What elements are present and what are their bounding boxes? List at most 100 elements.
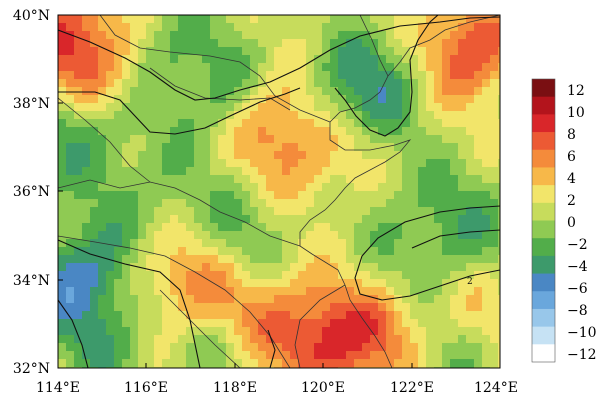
field-cell	[146, 255, 155, 264]
field-cell	[466, 151, 475, 160]
field-cell	[162, 135, 171, 144]
field-cell	[314, 215, 323, 224]
field-cell	[138, 103, 147, 112]
field-cell	[322, 255, 331, 264]
field-cell	[306, 335, 315, 344]
field-cell	[130, 127, 139, 136]
field-cell	[82, 39, 91, 48]
field-cell	[458, 207, 467, 216]
field-cell	[74, 135, 83, 144]
field-cell	[170, 143, 179, 152]
field-cell	[354, 303, 363, 312]
field-cell	[378, 79, 387, 88]
field-cell	[474, 215, 483, 224]
field-cell	[274, 215, 283, 224]
field-cell	[322, 359, 331, 368]
field-cell	[98, 63, 107, 72]
field-cell	[90, 327, 99, 336]
field-cell	[426, 311, 435, 320]
field-cell	[74, 39, 83, 48]
field-cell	[346, 151, 355, 160]
field-cell	[242, 215, 251, 224]
field-cell	[114, 127, 123, 136]
field-cell	[378, 63, 387, 72]
field-cell	[250, 71, 259, 80]
field-cell	[82, 95, 91, 104]
field-cell	[154, 199, 163, 208]
field-cell	[154, 63, 163, 72]
field-cell	[154, 143, 163, 152]
field-cell	[418, 31, 427, 40]
field-cell	[442, 199, 451, 208]
field-cell	[314, 55, 323, 64]
field-cell	[426, 175, 435, 184]
field-cell	[490, 207, 499, 216]
field-cell	[274, 311, 283, 320]
field-cell	[402, 127, 411, 136]
field-cell	[482, 175, 491, 184]
field-cell	[370, 175, 379, 184]
field-cell	[234, 71, 243, 80]
field-cell	[106, 103, 115, 112]
field-cell	[370, 63, 379, 72]
field-cell	[58, 63, 67, 72]
field-cell	[218, 271, 227, 280]
field-cell	[98, 215, 107, 224]
field-cell	[242, 159, 251, 168]
field-cell	[442, 135, 451, 144]
field-cell	[146, 207, 155, 216]
field-cell	[90, 47, 99, 56]
field-cell	[234, 95, 243, 104]
field-cell	[258, 175, 267, 184]
field-cell	[322, 143, 331, 152]
field-cell	[378, 119, 387, 128]
field-cell	[122, 359, 131, 368]
field-cell	[386, 191, 395, 200]
field-cell	[186, 71, 195, 80]
field-cell	[418, 151, 427, 160]
field-cell	[130, 79, 139, 88]
field-cell	[322, 327, 331, 336]
field-cell	[178, 231, 187, 240]
field-cell	[298, 351, 307, 360]
field-cell	[138, 159, 147, 168]
field-cell	[386, 143, 395, 152]
field-cell	[162, 87, 171, 96]
field-cell	[210, 223, 219, 232]
field-cell	[330, 95, 339, 104]
field-cell	[202, 263, 211, 272]
field-cell	[218, 175, 227, 184]
field-cell	[146, 95, 155, 104]
field-cell	[210, 255, 219, 264]
field-cell	[210, 175, 219, 184]
field-cell	[370, 15, 379, 24]
field-cell	[306, 231, 315, 240]
field-cell	[370, 271, 379, 280]
field-cell	[58, 199, 67, 208]
field-cell	[266, 103, 275, 112]
field-cell	[130, 239, 139, 248]
field-cell	[138, 287, 147, 296]
field-cell	[146, 287, 155, 296]
field-cell	[290, 279, 299, 288]
field-cell	[290, 151, 299, 160]
province-border	[149, 67, 291, 111]
field-cell	[482, 199, 491, 208]
field-cell	[290, 55, 299, 64]
field-cell	[82, 175, 91, 184]
field-cell	[162, 295, 171, 304]
field-cell	[146, 39, 155, 48]
field-cell	[458, 319, 467, 328]
field-cell	[146, 327, 155, 336]
field-cell	[410, 263, 419, 272]
field-cell	[274, 167, 283, 176]
field-cell	[274, 55, 283, 64]
field-cell	[418, 343, 427, 352]
field-cell	[234, 47, 243, 56]
field-cell	[114, 335, 123, 344]
field-cell	[338, 215, 347, 224]
field-cell	[306, 151, 315, 160]
field-cell	[242, 39, 251, 48]
field-cell	[426, 215, 435, 224]
